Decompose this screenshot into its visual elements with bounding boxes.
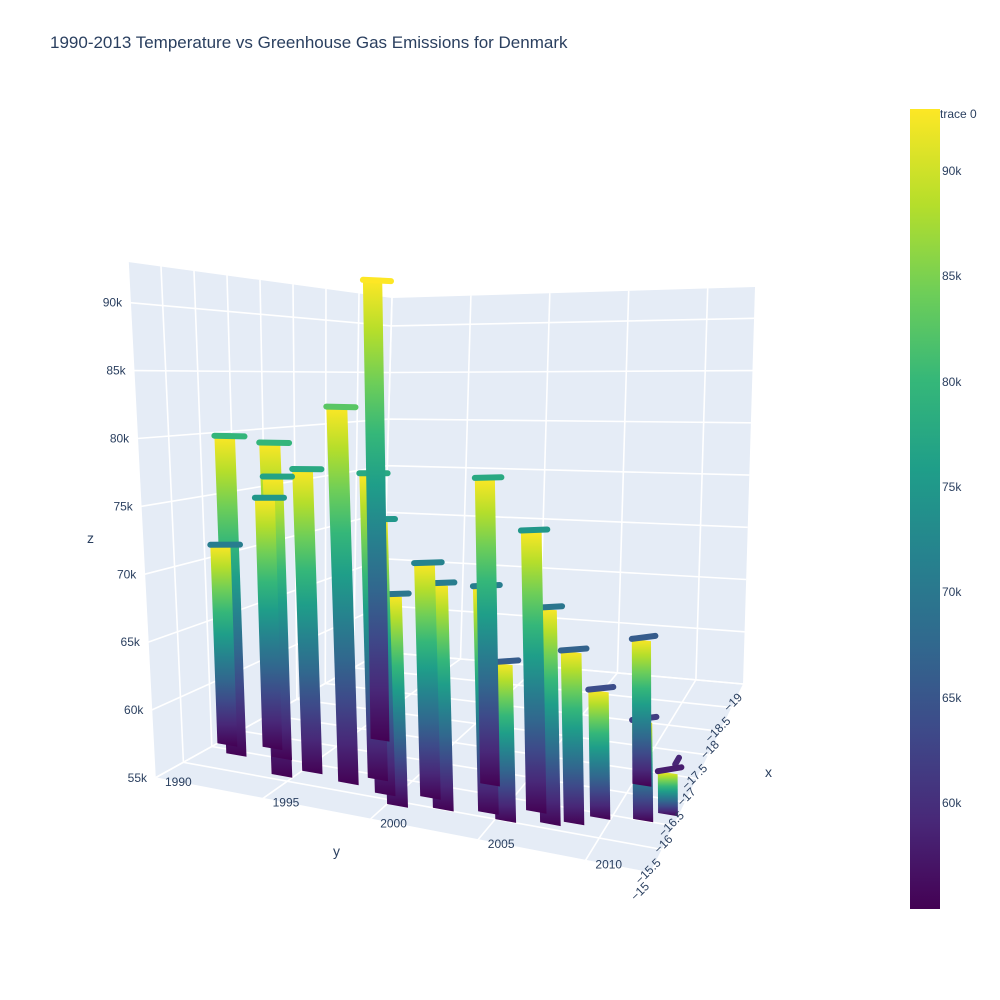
surface-ribbon: [588, 689, 611, 820]
y-tick-label: −15: [628, 879, 653, 904]
surface-ribbon: [414, 563, 441, 800]
z-tick-label: 85k: [106, 364, 126, 378]
gridline-z: [130, 301, 755, 327]
surface-ribbon: [210, 544, 238, 747]
surface-crest: [517, 526, 551, 534]
surface-crest: [359, 276, 394, 285]
surface-crest: [411, 559, 445, 567]
z-tick-label: 70k: [117, 567, 137, 581]
colorbar-tick-label: 90k: [942, 164, 962, 179]
x-axis-title: x: [765, 764, 772, 780]
surface-crest: [557, 645, 590, 654]
surface-crest: [211, 432, 248, 440]
colorbar-tick-label: 60k: [942, 795, 962, 810]
z-tick-label: 80k: [110, 432, 130, 446]
chart-title: 1990-2013 Temperature vs Greenhouse Gas …: [50, 33, 568, 52]
surface-ribbon: [657, 771, 678, 817]
surface-ribbon: [254, 497, 283, 751]
colorbar-tick-label: 70k: [942, 585, 962, 600]
gridline-z: [133, 369, 753, 374]
surface-ribbon: [326, 406, 359, 786]
z-tick-label: 60k: [124, 703, 144, 717]
x-tick-label: 2000: [380, 816, 407, 830]
surface-crest: [256, 439, 293, 446]
surface-crest: [654, 764, 685, 775]
y-axis-title: y: [333, 843, 340, 859]
surface-crest: [323, 403, 359, 411]
colorbar-tick-label: 75k: [942, 479, 962, 494]
surface-ribbon: [631, 638, 652, 787]
x-tick-label: 2005: [488, 837, 515, 851]
x-tick-label: 1995: [273, 796, 300, 810]
surface-crest: [628, 632, 659, 642]
z-tick-label: 90k: [103, 296, 123, 310]
z-axis-title: z: [87, 530, 94, 546]
surface-ribbon: [560, 650, 585, 826]
colorbar-tick-label: 80k: [942, 374, 962, 389]
colorbar: [910, 109, 940, 909]
surface-crest: [585, 684, 617, 693]
colorbar-tick-label: 85k: [942, 269, 962, 284]
gridline-z: [137, 418, 751, 440]
colorbar-tick-label: 65k: [942, 690, 962, 705]
z-tick-label: 55k: [128, 771, 148, 785]
x-tick-label: 2010: [595, 858, 622, 872]
z-tick-label: 75k: [113, 499, 133, 513]
surface-plot[interactable]: [207, 276, 685, 827]
surface-ribbon: [292, 469, 323, 775]
surface-ribbon: [474, 477, 500, 787]
z-tick-label: 65k: [121, 635, 141, 649]
legend-trace-label[interactable]: trace 0: [940, 107, 977, 121]
x-tick-label: 1990: [165, 775, 192, 789]
surface-crest: [672, 754, 682, 768]
surface-ribbon: [362, 279, 390, 742]
surface-ribbon: [520, 530, 547, 814]
surface-crest: [471, 474, 505, 481]
